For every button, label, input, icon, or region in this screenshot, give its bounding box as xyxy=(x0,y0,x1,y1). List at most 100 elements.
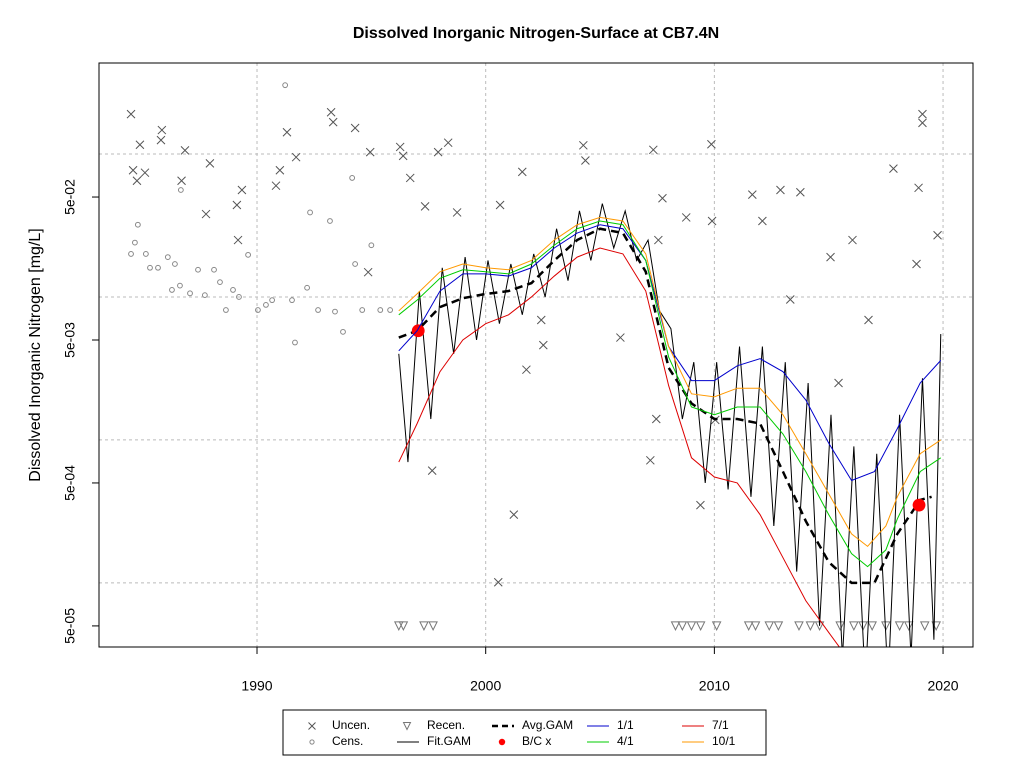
censored-point xyxy=(230,287,236,293)
uncensored-point xyxy=(328,117,338,127)
recensored-point xyxy=(750,621,761,632)
uncensored-point xyxy=(653,235,663,245)
censored-point xyxy=(211,266,217,273)
recensored-point xyxy=(903,621,914,632)
legend-label: B/C x xyxy=(522,734,551,748)
y-tick-label: 5e-04 xyxy=(62,465,78,501)
legend-label: Cens. xyxy=(332,734,363,748)
legend-label: 10/1 xyxy=(712,734,736,748)
uncensored-point xyxy=(201,209,211,219)
plot-frame xyxy=(98,62,974,648)
legend-label: Fit.GAM xyxy=(427,734,471,748)
uncensored-point xyxy=(509,510,519,520)
recensored-point xyxy=(794,621,804,632)
uncensored-point xyxy=(282,127,292,137)
uncensored-point xyxy=(848,235,857,245)
y-tick-label: 5e-05 xyxy=(62,608,78,644)
axes: 1990 2000 2010 2020 5e-05 5e-04 5e-03 5e-02 xyxy=(62,179,959,694)
uncensored-point xyxy=(205,159,215,168)
censored-point xyxy=(349,175,356,181)
uncensored-point xyxy=(495,200,505,210)
uncensored-point xyxy=(747,190,757,199)
legend-box xyxy=(282,709,767,756)
recensored-point xyxy=(419,621,429,632)
uncensored-point xyxy=(581,156,590,165)
censored-point xyxy=(377,307,384,313)
uncensored-point xyxy=(433,147,443,157)
uncensored-point xyxy=(658,193,667,203)
uncensored-point xyxy=(681,213,691,222)
uncensored-point xyxy=(233,235,243,245)
uncensored-point xyxy=(398,151,408,161)
uncensored-point xyxy=(785,295,795,304)
uncensored-point xyxy=(648,145,658,155)
censored-point xyxy=(352,261,359,267)
uncensored-point xyxy=(180,146,190,155)
recensored-point xyxy=(428,621,438,632)
recensored-point xyxy=(867,621,877,632)
censored-point xyxy=(387,307,394,313)
censored-point xyxy=(147,264,153,271)
uncensored-point xyxy=(578,140,588,150)
censored-point xyxy=(155,264,161,271)
uncensored-point xyxy=(933,230,942,240)
uncensored-point xyxy=(918,109,927,119)
censored-point xyxy=(309,739,315,745)
censored-point xyxy=(263,301,269,308)
series-line xyxy=(398,227,932,585)
bc-point xyxy=(411,324,425,338)
uncensored-point xyxy=(156,135,166,145)
legend-label: 4/1 xyxy=(617,734,634,748)
censored-point xyxy=(134,221,141,228)
series-line xyxy=(398,220,942,568)
x-tick-label: 2020 xyxy=(927,678,958,694)
censored-point xyxy=(172,261,178,267)
uncensored-point xyxy=(864,315,873,325)
legend-label: Uncen. xyxy=(332,718,370,732)
uncensored-point xyxy=(889,164,898,173)
uncensored-point xyxy=(177,176,186,186)
censored-point xyxy=(304,284,310,291)
uncensored-point xyxy=(132,176,142,186)
uncensored-point xyxy=(522,365,531,375)
uncensored-point xyxy=(795,187,805,197)
recensored-point xyxy=(398,621,409,632)
censored-point xyxy=(164,254,171,261)
uncensored-point xyxy=(326,107,336,117)
recensored-point xyxy=(743,621,754,632)
recensored-point xyxy=(677,621,688,632)
uncensored-point xyxy=(452,208,462,217)
uncensored-point xyxy=(758,216,767,226)
uncensored-point xyxy=(128,165,138,175)
recensored-point xyxy=(919,621,930,632)
uncensored-point xyxy=(140,168,150,178)
censored-point xyxy=(187,290,193,297)
censored-point xyxy=(307,209,313,216)
censored-point xyxy=(269,297,276,304)
legend: Uncen. Cens. Recen. Fit.GAM Avg.GAM B/C x 1/1 4… xyxy=(282,709,767,756)
recensored-point xyxy=(402,722,412,731)
uncensored-point xyxy=(427,466,437,475)
censored-point xyxy=(368,242,375,249)
uncensored-point xyxy=(912,259,921,269)
censored-point xyxy=(217,279,223,286)
recensored-point xyxy=(695,621,706,632)
uncensored-point xyxy=(350,123,360,133)
censored-point xyxy=(282,82,289,89)
censored-point xyxy=(340,328,346,335)
uncensored-point xyxy=(834,378,843,388)
x-tick-label: 2000 xyxy=(470,678,501,694)
uncensored-point xyxy=(826,252,835,262)
censored-point xyxy=(223,307,229,313)
recensored-point xyxy=(881,621,891,632)
censored-point xyxy=(315,307,321,313)
uncensored-point xyxy=(135,140,145,150)
uncensored-point xyxy=(365,147,375,157)
uncensored-point xyxy=(232,200,242,210)
legend-label: 1/1 xyxy=(617,718,634,732)
recensored-point xyxy=(393,621,404,632)
uncensored-point xyxy=(443,138,453,148)
censored-point xyxy=(236,294,242,300)
